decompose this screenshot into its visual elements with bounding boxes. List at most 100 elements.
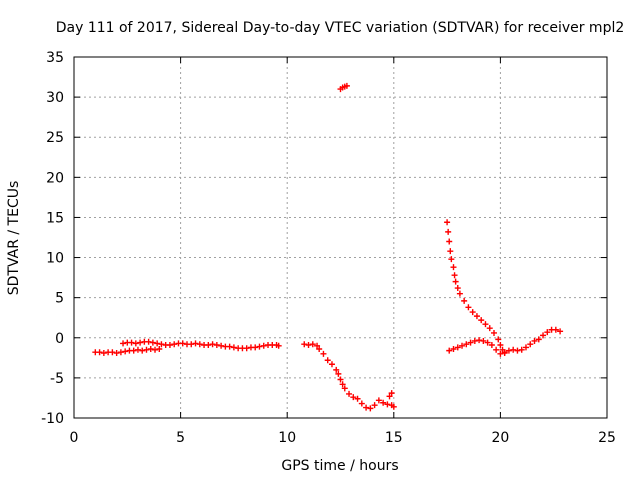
- data-point: [473, 313, 480, 320]
- plot-frame: [73, 56, 608, 419]
- data-point: [450, 264, 457, 271]
- data-point: [390, 403, 397, 410]
- data-point: [450, 346, 457, 353]
- data-point: [386, 393, 393, 400]
- data-point: [454, 344, 461, 351]
- data-point: [147, 346, 154, 353]
- data-point: [205, 341, 212, 348]
- data-point: [493, 346, 500, 353]
- data-point: [478, 317, 485, 324]
- data-point: [522, 344, 529, 351]
- data-point: [230, 344, 237, 351]
- data-point: [388, 390, 395, 397]
- data-point: [252, 344, 259, 351]
- data-point: [324, 357, 331, 364]
- data-point: [149, 339, 156, 346]
- data-point: [309, 341, 316, 348]
- data-point: [213, 341, 220, 348]
- data-point: [139, 347, 146, 354]
- data-point: [459, 342, 466, 349]
- data-point: [452, 278, 459, 285]
- data-point: [179, 340, 186, 347]
- data-point: [132, 340, 139, 347]
- data-point: [384, 401, 391, 408]
- data-point: [448, 256, 455, 263]
- data-point: [471, 337, 478, 344]
- data-point: [134, 346, 141, 353]
- x-tick-label: 10: [278, 430, 296, 446]
- y-tick-label: 10: [46, 251, 64, 267]
- data-point: [350, 394, 357, 401]
- data-point: [514, 347, 521, 354]
- data-point: [557, 328, 564, 335]
- data-point: [367, 405, 374, 412]
- x-tick-label: 15: [385, 430, 403, 446]
- data-point: [333, 366, 340, 373]
- data-point: [463, 341, 470, 348]
- data-point: [337, 376, 344, 383]
- data-point: [158, 341, 165, 348]
- data-point: [346, 390, 353, 397]
- data-point: [120, 340, 127, 347]
- data-point: [461, 297, 468, 304]
- data-point: [100, 350, 107, 357]
- data-point: [465, 304, 472, 311]
- data-point: [535, 336, 542, 343]
- data-point: [154, 340, 161, 347]
- data-point: [540, 332, 547, 339]
- data-point: [143, 346, 150, 353]
- data-point: [444, 219, 451, 226]
- data-point: [518, 346, 525, 353]
- y-axis-label: SDTVAR / TECUs: [6, 181, 22, 296]
- data-point: [456, 290, 463, 297]
- y-tick-label: 5: [55, 291, 64, 307]
- data-point: [527, 341, 534, 348]
- data-point: [209, 341, 216, 348]
- data-point: [488, 341, 495, 348]
- y-tick-label: 25: [46, 130, 64, 146]
- data-point: [122, 348, 129, 355]
- data-point: [341, 385, 348, 392]
- data-point: [166, 341, 173, 348]
- data-point: [316, 346, 323, 353]
- data-point: [335, 370, 342, 377]
- data-point: [192, 340, 199, 347]
- data-point: [117, 349, 124, 356]
- data-point: [130, 347, 137, 354]
- x-tick-label: 0: [70, 430, 79, 446]
- data-point: [196, 341, 203, 348]
- data-point: [343, 82, 350, 89]
- data-point: [497, 341, 504, 348]
- data-point: [371, 402, 378, 409]
- data-point: [505, 347, 512, 354]
- x-tick-label: 25: [598, 430, 616, 446]
- data-point: [113, 350, 120, 357]
- data-point: [328, 361, 335, 368]
- x-axis-label: GPS time / hours: [281, 458, 398, 474]
- data-points: [92, 82, 564, 412]
- data-point: [128, 339, 135, 346]
- data-point: [243, 345, 250, 352]
- data-point: [188, 341, 195, 348]
- chart-title: Day 111 of 2017, Sidereal Day-to-day VTE…: [56, 20, 625, 36]
- data-point: [451, 272, 458, 279]
- data-point: [552, 326, 559, 333]
- data-point: [275, 342, 282, 349]
- data-point: [469, 309, 476, 316]
- data-point: [482, 321, 489, 328]
- data-point: [531, 337, 538, 344]
- data-point: [301, 341, 308, 348]
- data-point: [510, 346, 517, 353]
- data-point: [156, 346, 163, 353]
- data-point: [320, 350, 327, 357]
- data-point: [446, 347, 453, 354]
- y-tick-label: 20: [46, 170, 64, 186]
- data-point: [375, 397, 382, 404]
- x-tick-label: 5: [176, 430, 185, 446]
- data-point: [447, 248, 454, 255]
- data-point: [96, 349, 103, 356]
- x-tick-label: 20: [491, 430, 509, 446]
- data-point: [454, 285, 461, 292]
- data-point: [495, 336, 502, 343]
